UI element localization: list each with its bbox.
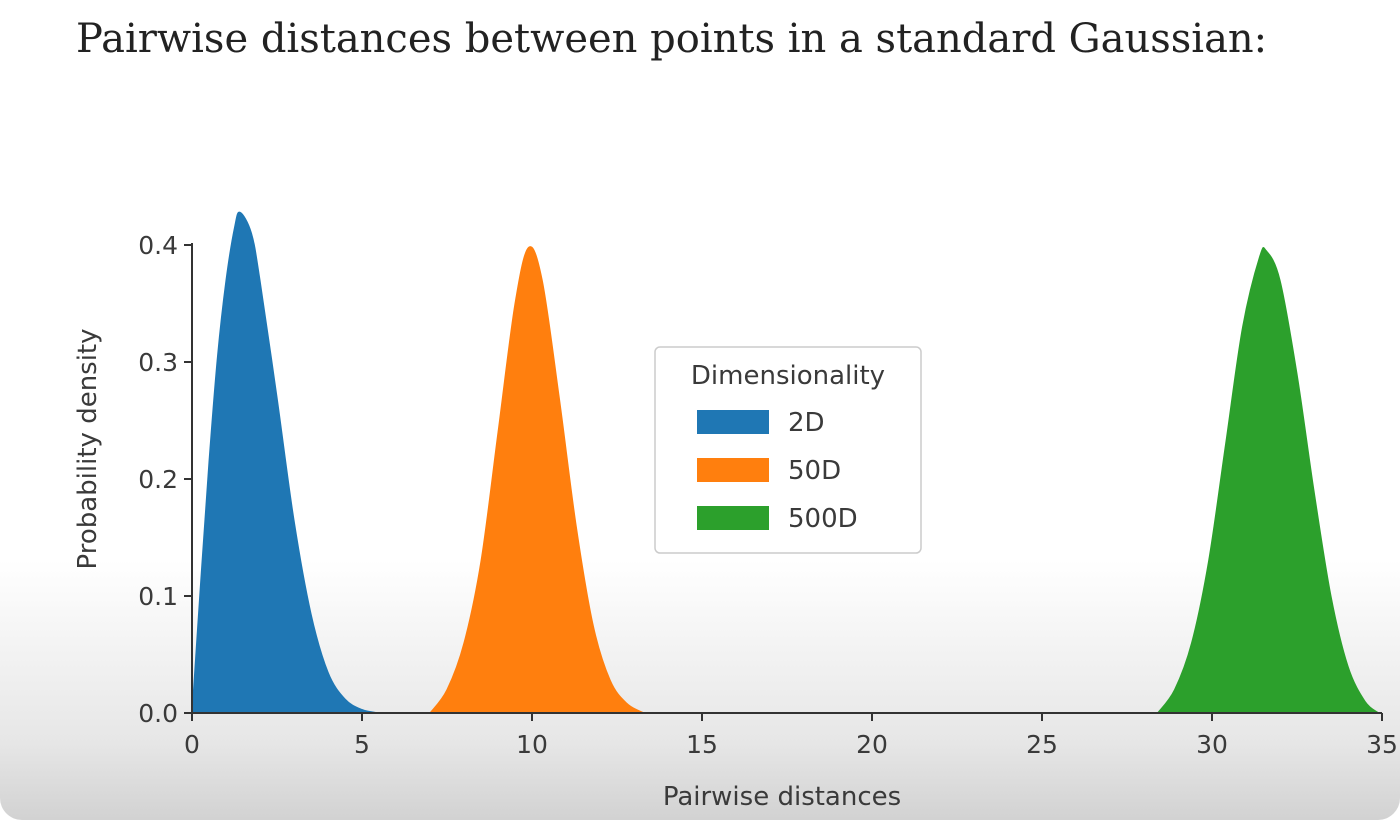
legend-title: Dimensionality bbox=[691, 361, 885, 391]
legend-label-2d: 2D bbox=[788, 408, 825, 438]
series-area-50d bbox=[429, 246, 645, 714]
y-axis-label: Probability density bbox=[73, 328, 103, 569]
y-tick-label: 0.4 bbox=[138, 231, 178, 260]
x-tick-label: 5 bbox=[354, 730, 370, 759]
plot-area bbox=[191, 211, 1380, 714]
y-tick-label: 0.2 bbox=[138, 465, 178, 494]
x-tick-label: 25 bbox=[1026, 730, 1058, 759]
legend-box bbox=[654, 346, 922, 554]
axes: 0 5 10 15 20 25 30 35 0.0 0.1 0.2 0.3 0.4 Pairwise di… bbox=[73, 231, 1398, 812]
y-tick-label: 0.1 bbox=[138, 582, 178, 611]
page-title: Pairwise distances between points in a s… bbox=[76, 16, 1268, 62]
y-tick-label: 0.3 bbox=[138, 348, 178, 377]
x-tick-label: 30 bbox=[1196, 730, 1228, 759]
y-tick-label: 0.0 bbox=[138, 699, 178, 728]
series-area-500d bbox=[1156, 247, 1380, 714]
x-axis-label: Pairwise distances bbox=[663, 782, 901, 812]
legend-label-50d: 50D bbox=[788, 456, 841, 486]
legend-label-500d: 500D bbox=[788, 504, 858, 534]
x-tick-label: 20 bbox=[856, 730, 888, 759]
legend: Dimensionality 2D 50D 500D bbox=[654, 346, 922, 554]
x-tick-label: 0 bbox=[184, 730, 200, 759]
legend-swatch-2d bbox=[697, 410, 769, 434]
x-tick-label: 35 bbox=[1366, 730, 1398, 759]
legend-swatch-500d bbox=[697, 506, 769, 530]
legend-swatch-50d bbox=[697, 458, 769, 482]
x-tick-label: 10 bbox=[516, 730, 548, 759]
x-tick-label: 15 bbox=[686, 730, 718, 759]
series-area-2d bbox=[191, 211, 380, 714]
